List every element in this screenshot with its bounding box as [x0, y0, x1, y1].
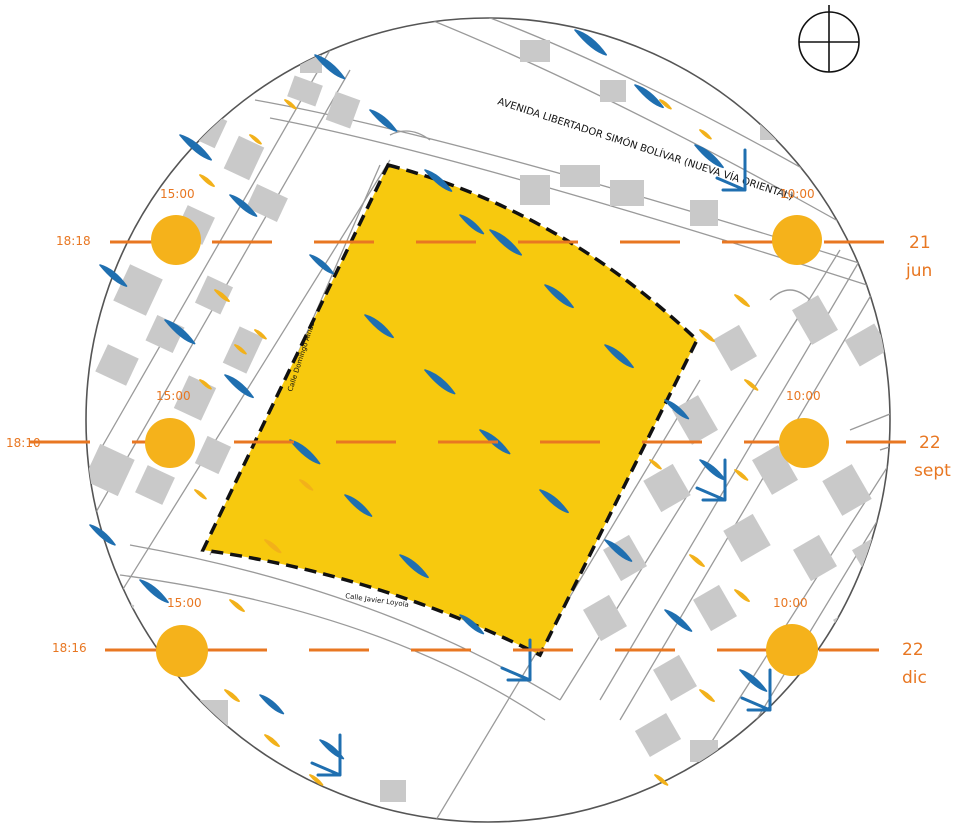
sun-sept-afternoon — [145, 418, 195, 468]
wind-arrow-icon — [310, 733, 342, 777]
wind-stroke-blue — [309, 254, 335, 275]
wind-stroke-yellow — [689, 554, 705, 568]
wind-stroke-yellow — [699, 329, 715, 343]
sunset-time-jun: 18:18 — [56, 234, 91, 248]
wind-stroke-blue — [489, 229, 522, 256]
sun-jun-morning — [772, 215, 822, 265]
wind-stroke-yellow — [199, 379, 212, 390]
sun-positions — [145, 215, 829, 677]
urban-context — [86, 18, 890, 822]
wind-arrow-icon — [715, 148, 747, 192]
wind-stroke-blue — [289, 439, 321, 465]
wind-stroke-blue — [459, 614, 485, 635]
wind-stroke-yellow — [264, 539, 282, 554]
date-month-sept: sept — [914, 461, 951, 481]
sunset-time-sept: 18:10 — [6, 436, 41, 450]
sun-jun-afternoon — [151, 215, 201, 265]
wind-stroke-blue — [229, 194, 258, 217]
wind-stroke-blue — [314, 54, 346, 80]
wind-stroke-blue — [364, 314, 394, 339]
sun-sept-morning — [779, 418, 829, 468]
morning-time-jun: 10:00 — [780, 187, 815, 201]
wind-stroke-blue — [399, 554, 429, 579]
wind-stroke-yellow — [659, 99, 672, 110]
date-month-dic: dic — [902, 668, 927, 688]
sunset-time-dic: 18:16 — [52, 641, 87, 655]
wind-stroke-blue — [179, 134, 212, 161]
wind-arrow-icon — [500, 638, 532, 682]
wind-stroke-blue — [459, 214, 485, 235]
north-arrow-icon — [798, 5, 860, 73]
wind-stroke-blue — [139, 579, 169, 604]
wind-stroke-blue — [574, 29, 607, 56]
wind-stroke-blue — [424, 369, 456, 395]
wind-stroke-blue — [664, 609, 693, 632]
wind-stroke-yellow — [249, 134, 262, 145]
wind-stroke-blue — [634, 84, 664, 109]
morning-time-sept: 10:00 — [786, 389, 821, 403]
afternoon-time-jun: 15:00 — [160, 187, 195, 201]
wind-flow-layer — [89, 29, 772, 786]
wind-stroke-yellow — [654, 774, 669, 786]
wind-stroke-blue — [664, 399, 690, 420]
date-day-jun: 21 — [909, 233, 931, 253]
wind-stroke-yellow — [284, 99, 297, 110]
wind-stroke-blue — [604, 539, 633, 562]
wind-stroke-yellow — [224, 689, 240, 703]
wind-stroke-blue — [424, 169, 453, 192]
wind-stroke-blue — [99, 264, 128, 287]
wind-stroke-blue — [694, 144, 724, 169]
wind-stroke-blue — [544, 284, 574, 309]
morning-time-dic: 10:00 — [773, 596, 808, 610]
wind-stroke-yellow — [734, 589, 750, 603]
date-day-sept: 22 — [919, 433, 941, 453]
wind-stroke-yellow — [234, 344, 247, 355]
wind-stroke-yellow — [299, 479, 314, 491]
sun-dic-afternoon — [156, 625, 208, 677]
wind-stroke-yellow — [734, 294, 750, 308]
wind-stroke-blue — [344, 494, 373, 517]
wind-stroke-yellow — [194, 489, 207, 500]
wind-stroke-yellow — [214, 289, 230, 303]
date-day-dic: 22 — [902, 640, 924, 660]
wind-stroke-blue — [164, 319, 196, 345]
wind-arrow-icon — [740, 668, 772, 712]
wind-stroke-yellow — [699, 689, 715, 703]
wind-stroke-yellow — [744, 379, 759, 391]
wind-stroke-blue — [604, 344, 634, 369]
afternoon-time-dic: 15:00 — [167, 596, 202, 610]
wind-stroke-blue — [319, 739, 345, 760]
wind-stroke-yellow — [734, 469, 749, 481]
wind-stroke-yellow — [699, 129, 712, 140]
wind-stroke-yellow — [264, 734, 280, 748]
wind-stroke-yellow — [229, 599, 245, 613]
project-site-area — [200, 162, 700, 658]
wind-stroke-yellow — [199, 174, 215, 188]
wind-stroke-blue — [739, 669, 768, 692]
wind-stroke-yellow — [309, 774, 324, 786]
wind-stroke-blue — [89, 524, 116, 546]
wind-stroke-blue — [369, 109, 398, 132]
sun-dic-morning — [766, 624, 818, 676]
wind-stroke-yellow — [254, 329, 267, 340]
wind-stroke-yellow — [649, 459, 662, 470]
wind-stroke-blue — [539, 489, 569, 514]
date-month-jun: jun — [905, 261, 932, 281]
afternoon-time-sept: 15:00 — [156, 389, 191, 403]
wind-stroke-blue — [259, 694, 285, 715]
wind-stroke-blue — [224, 374, 254, 399]
wind-arrow-icon — [695, 458, 727, 502]
